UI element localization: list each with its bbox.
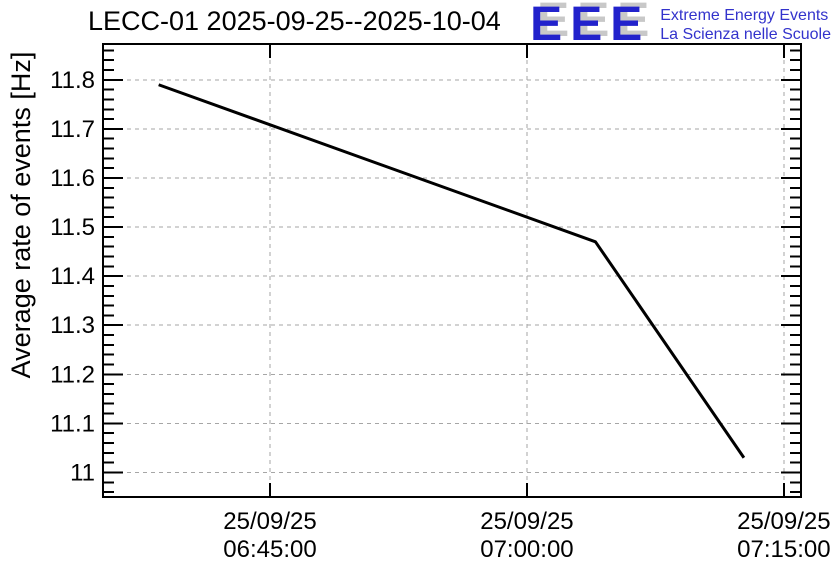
- x-tick-time: 07:00:00: [480, 536, 573, 563]
- plot-title: LECC-01 2025-09-25--2025-10-04: [88, 6, 501, 36]
- y-tick-label: 11.6: [50, 165, 95, 192]
- eee-logo: EEE Extreme Energy Events La Scienza nel…: [530, 0, 831, 51]
- x-tick-date: 25/09/25: [737, 508, 830, 535]
- x-tick-time: 06:45:00: [223, 536, 316, 563]
- y-tick-label: 11.5: [50, 214, 95, 241]
- plot-frame: [102, 43, 802, 498]
- y-tick-label: 11.1: [50, 410, 95, 437]
- x-tick-time: 07:15:00: [737, 536, 830, 563]
- eee-logo-acronym: EEE: [530, 0, 651, 51]
- rate-line: [158, 83, 746, 459]
- y-tick-label: 11: [70, 459, 95, 486]
- y-tick-label: 11.8: [50, 67, 95, 94]
- y-tick-label: 11.7: [50, 116, 95, 143]
- y-tick-label: 11.4: [50, 263, 95, 290]
- x-tick-date: 25/09/25: [223, 508, 316, 535]
- y-axis-title: Average rate of events [Hz]: [6, 52, 36, 379]
- eee-logo-line2: La Scienza nelle Scuole: [660, 26, 831, 43]
- eee-logo-line1: Extreme Energy Events: [660, 7, 829, 24]
- y-tick-label: 11.2: [50, 361, 95, 388]
- y-tick-label: 11.3: [50, 312, 95, 339]
- x-tick-date: 25/09/25: [480, 508, 573, 535]
- eee-logo-text: Extreme Energy Events La Scienza nelle S…: [660, 3, 831, 44]
